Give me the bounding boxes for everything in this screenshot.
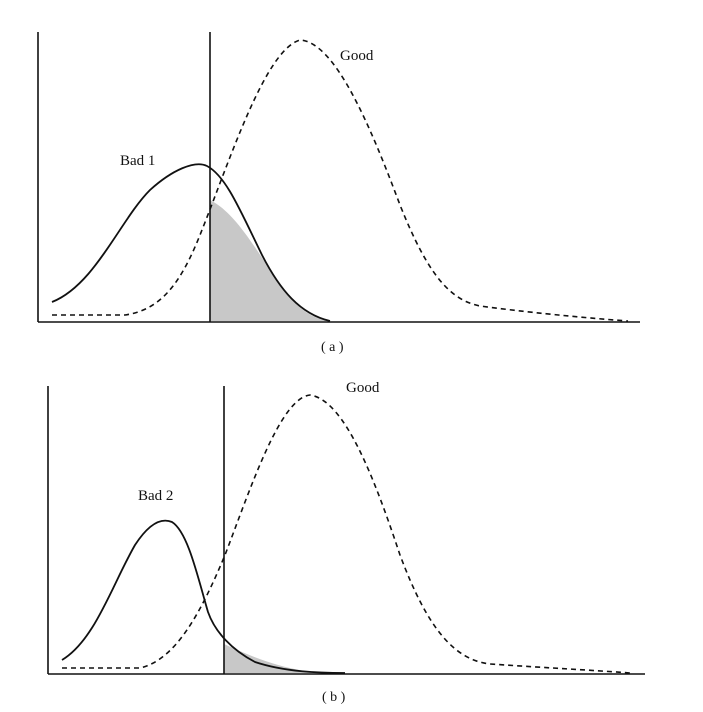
panel-b-caption: ( b ) bbox=[322, 690, 346, 705]
panel-a-caption: ( a ) bbox=[321, 340, 344, 355]
panel-b-bad-curve bbox=[61, 519, 346, 674]
panel-b-good-curve bbox=[62, 394, 631, 674]
panel-a: Bad 1 Good ( a ) bbox=[37, 32, 640, 355]
panel-a-bad-label: Bad 1 bbox=[120, 153, 155, 169]
panel-b-overlap-area bbox=[224, 644, 345, 673]
panel-a-bad-curve bbox=[51, 163, 331, 322]
panel-b-good-label: Good bbox=[346, 380, 380, 396]
panel-b: Bad 2 Good ( b ) bbox=[47, 380, 645, 705]
panel-a-good-label: Good bbox=[340, 48, 374, 64]
panel-a-good-curve bbox=[52, 39, 629, 322]
panel-b-bad-label: Bad 2 bbox=[138, 488, 173, 504]
panel-a-overlap-area bbox=[210, 200, 328, 321]
